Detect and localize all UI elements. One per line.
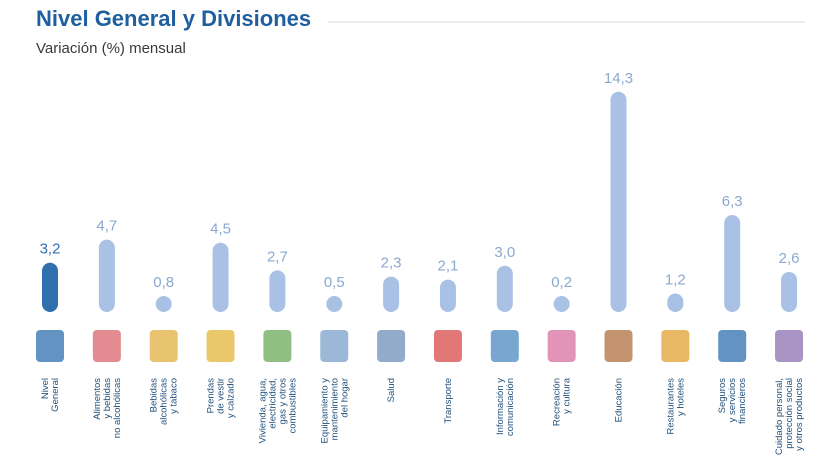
category-label-line: y cultura — [562, 377, 573, 414]
category-label: Transporte — [443, 378, 454, 424]
category-label: Prendasde vestiry calzado — [206, 378, 237, 418]
value-label: 0,5 — [324, 274, 345, 291]
category-label: Vivienda, agua,electricidad,gas y otrosc… — [257, 378, 298, 444]
category-label-line: y hoteles — [675, 378, 686, 416]
category-icon — [206, 330, 235, 362]
value-label: 3,2 — [40, 241, 61, 258]
category-label-line: Recreación — [552, 378, 563, 426]
bar — [553, 296, 570, 312]
bar — [383, 276, 400, 312]
category-icon — [661, 330, 690, 362]
category-label-line: Transporte — [443, 378, 454, 424]
bar — [42, 262, 58, 312]
category-label-line: y tabaco — [169, 378, 180, 414]
bar — [781, 271, 798, 312]
value-label: 4,7 — [96, 218, 117, 235]
chart-subtitle: Variación (%) mensual — [36, 40, 186, 57]
category-label: Segurosy serviciosfinancieros — [717, 378, 748, 424]
category-label: Restaurantesy hoteles — [665, 378, 686, 435]
value-label: 1,2 — [665, 272, 686, 289]
value-label: 4,5 — [210, 221, 231, 238]
category-icon — [490, 330, 519, 362]
category-icon — [433, 330, 462, 362]
category-icon — [149, 330, 178, 362]
value-label: 2,6 — [779, 250, 800, 267]
value-label: 0,8 — [153, 274, 174, 291]
category-icon — [547, 330, 576, 362]
category-label-line: y calzado — [226, 378, 237, 418]
category-label-line: Equipamiento y — [319, 378, 330, 444]
value-label: 3,0 — [494, 244, 515, 261]
category-icon — [775, 330, 804, 362]
category-label-line: comunicación — [505, 378, 516, 436]
category-label-line: Información y — [495, 378, 506, 435]
value-label: 0,2 — [551, 274, 572, 291]
category-label: Educación — [614, 378, 625, 422]
category-label-line: Nivel — [40, 378, 51, 399]
category-label-line: electricidad, — [267, 378, 278, 429]
category-label-line: mantenimiento — [329, 378, 340, 440]
category-icon — [604, 330, 633, 362]
category-label: Salud — [386, 378, 397, 402]
value-label: 14,3 — [604, 70, 633, 87]
bar — [439, 279, 456, 312]
category-label: Cuidado personal,protección socialy otro… — [774, 378, 805, 455]
category-label-line: combustibles — [287, 378, 298, 434]
category-label-line: Vivienda, agua, — [257, 378, 268, 443]
category-label: Equipamiento ymantenimientodel hogar — [319, 378, 350, 444]
category-label: Alimentosy bebidasno alcohólicas — [92, 378, 123, 438]
category-icon — [36, 330, 64, 362]
category-label: Información ycomunicación — [495, 378, 516, 436]
category-label-line: Restaurantes — [665, 378, 676, 435]
category-label: NivelGeneral — [40, 378, 61, 412]
category-label-line: Cuidado personal, — [774, 378, 785, 455]
bar — [155, 296, 172, 312]
category-label-line: Salud — [386, 378, 397, 402]
category-label-line: y bebidas — [102, 378, 113, 419]
category-label-line: y servicios — [727, 378, 738, 423]
category-label-line: protección social — [784, 378, 795, 449]
chart-title: Nivel General y Divisiones — [36, 6, 311, 31]
category-label-line: Educación — [614, 378, 625, 422]
category-label: Recreacióny cultura — [552, 377, 573, 426]
bar — [212, 242, 229, 312]
category-label-line: General — [50, 378, 61, 412]
category-label: Bebidasalcohólicasy tabaco — [149, 378, 180, 425]
value-label: 6,3 — [722, 193, 743, 210]
bar — [496, 265, 513, 312]
category-icon — [718, 330, 747, 362]
category-label-line: financieros — [737, 378, 748, 424]
category-icon — [92, 330, 121, 362]
bar — [667, 293, 684, 312]
category-label-line: alcohólicas — [159, 378, 170, 425]
category-label-line: no alcohólicas — [112, 378, 123, 438]
category-label-line: de vestir — [216, 378, 227, 414]
category-label-line: Prendas — [206, 378, 217, 414]
bar — [98, 239, 115, 312]
bar — [269, 270, 286, 312]
category-icon — [263, 330, 292, 362]
category-label-line: gas y otros — [277, 378, 288, 425]
value-label: 2,1 — [438, 258, 459, 275]
value-label: 2,3 — [381, 255, 402, 272]
bar — [610, 91, 627, 312]
bar — [326, 296, 343, 312]
category-label-line: y otros productos — [794, 378, 805, 451]
category-label-line: Alimentos — [92, 378, 103, 420]
category-label-line: del hogar — [339, 378, 350, 418]
category-icon — [377, 330, 406, 362]
category-icon — [320, 330, 349, 362]
category-label-line: Bebidas — [149, 378, 160, 413]
value-label: 2,7 — [267, 248, 288, 265]
bar — [724, 214, 741, 312]
category-label-line: Seguros — [717, 378, 728, 414]
